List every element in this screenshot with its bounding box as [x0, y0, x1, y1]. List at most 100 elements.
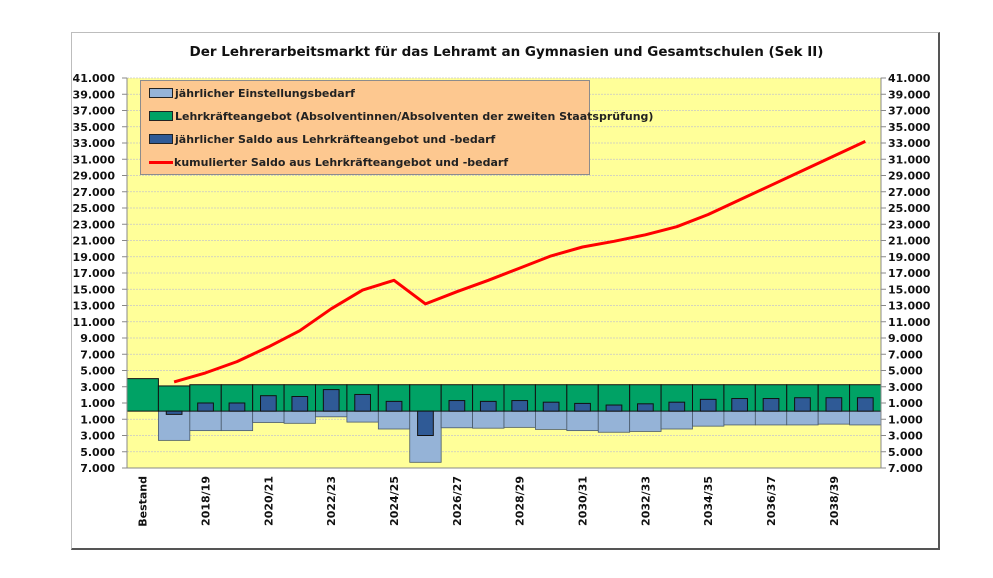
bar-saldo: [417, 410, 434, 436]
y-tick-label-left: 3.000: [80, 430, 115, 443]
bar-saldo: [354, 393, 371, 412]
legend: jährlicher Einstellungsbedarf Lehrkräfte…: [140, 80, 653, 175]
y-tick-label-right: 3.000: [888, 381, 923, 394]
bar-saldo: [479, 400, 497, 412]
bar-saldo: [637, 403, 654, 412]
x-tick-label: 2022/23: [325, 476, 338, 526]
legend-label: jährlicher Einstellungsbedarf: [175, 86, 355, 100]
x-tick-label: 2032/33: [639, 476, 652, 526]
y-tick-label-left: 11.000: [73, 316, 116, 329]
bar-einstellungsbedarf: [692, 410, 725, 427]
y-tick-label-left: 25.000: [73, 202, 116, 215]
bar-saldo: [385, 400, 403, 412]
legend-swatch-dark-blue: [149, 134, 173, 144]
y-tick-label-left: 27.000: [73, 186, 116, 199]
bar-einstellungsbedarf: [754, 410, 788, 426]
y-tick-label-right: 19.000: [888, 251, 931, 264]
x-tick-label: 2026/27: [451, 476, 464, 526]
x-tick-label: 2028/29: [514, 476, 527, 526]
y-tick-label-left: 41.000: [73, 72, 116, 85]
legend-label: kumulierter Saldo aus Lehrkräfteangebot …: [174, 155, 509, 169]
y-tick-label-left: 5.000: [80, 365, 115, 378]
y-tick-label-left: 37.000: [73, 105, 116, 118]
y-tick-label-left: 13.000: [73, 300, 116, 313]
bar-einstellungsbedarf: [220, 410, 254, 432]
x-tick-label: Bestand: [137, 476, 150, 527]
bar-einstellungsbedarf: [817, 410, 850, 425]
y-tick-label-right: 23.000: [888, 218, 931, 231]
bar-saldo: [228, 402, 246, 412]
y-tick-label-left: 5.000: [80, 446, 115, 459]
bar-einstellungsbedarf: [158, 410, 191, 441]
bar-saldo: [322, 389, 340, 412]
y-tick-label-right: 21.000: [888, 235, 931, 248]
bar-einstellungsbedarf: [440, 410, 473, 429]
y-tick-label-right: 41.000: [888, 72, 931, 85]
x-tick-label: 2030/31: [577, 476, 590, 526]
bar-einstellungsbedarf: [597, 410, 631, 433]
bar-einstellungsbedarf: [252, 410, 285, 423]
legend-label: jährlicher Saldo aus Lehrkräfteangebot u…: [175, 132, 496, 146]
bar-lehrkraefteangebot: [126, 378, 159, 412]
y-tick-label-right: 9.000: [888, 332, 923, 345]
y-tick-label-right: 13.000: [888, 300, 931, 313]
x-tick-label: 2034/35: [702, 476, 715, 526]
chart-title: Der Lehrerarbeitsmarkt für das Lehramt a…: [189, 44, 824, 60]
y-tick-label-right: 3.000: [888, 430, 923, 443]
bar-einstellungsbedarf: [189, 410, 222, 432]
y-tick-label-left: 3.000: [80, 381, 115, 394]
bar-saldo: [511, 400, 529, 412]
y-tick-label-right: 5.000: [888, 446, 923, 459]
bar-lehrkraefteangebot: [377, 384, 411, 412]
x-tick-label: 2018/19: [200, 476, 213, 526]
legend-item-saldo: jährlicher Saldo aus Lehrkräfteangebot u…: [149, 131, 495, 147]
y-tick-label-right: 35.000: [888, 121, 931, 134]
y-tick-label-right: 1.000: [888, 413, 923, 426]
bar-saldo: [825, 397, 843, 412]
y-tick-label-right: 5.000: [888, 365, 923, 378]
y-tick-label-left: 9.000: [80, 332, 115, 345]
bar-saldo: [542, 401, 560, 412]
y-tick-label-left: 35.000: [73, 121, 116, 134]
x-tick-label: 2024/25: [388, 476, 401, 526]
bar-lehrkraefteangebot: [409, 384, 442, 412]
legend-item-einstellungsbedarf: jährlicher Einstellungsbedarf: [149, 85, 355, 101]
legend-swatch-light-blue: [149, 88, 173, 98]
bar-einstellungsbedarf: [723, 410, 756, 426]
bar-einstellungsbedarf: [660, 410, 693, 430]
y-tick-label-left: 31.000: [73, 153, 116, 166]
bar-saldo: [856, 397, 874, 412]
y-tick-label-right: 25.000: [888, 202, 931, 215]
x-tick-label: 2020/21: [262, 476, 275, 526]
y-tick-label-left: 21.000: [73, 235, 116, 248]
bar-saldo: [699, 398, 717, 412]
bar-einstellungsbedarf: [503, 410, 536, 428]
bar-saldo: [794, 397, 811, 412]
y-tick-label-right: 17.000: [888, 267, 931, 280]
y-tick-label-right: 27.000: [888, 186, 931, 199]
y-tick-label-left: 23.000: [73, 218, 116, 231]
bar-einstellungsbedarf: [346, 410, 379, 423]
legend-swatch-green: [149, 111, 173, 121]
x-tick-label: 2038/39: [828, 476, 841, 526]
bar-einstellungsbedarf: [377, 410, 411, 430]
y-tick-label-left: 1.000: [80, 397, 115, 410]
y-tick-label-left: 33.000: [73, 137, 116, 150]
y-tick-label-right: 15.000: [888, 283, 931, 296]
y-tick-label-right: 39.000: [888, 88, 931, 101]
bar-saldo: [762, 398, 780, 412]
bar-saldo: [260, 395, 277, 412]
bar-saldo: [448, 400, 466, 412]
bar-saldo: [197, 402, 214, 412]
bar-einstellungsbedarf: [283, 410, 316, 424]
y-tick-label-right: 29.000: [888, 170, 931, 183]
bar-saldo: [291, 396, 309, 412]
bar-einstellungsbedarf: [315, 410, 348, 418]
bar-saldo: [574, 402, 591, 412]
bar-saldo: [165, 410, 183, 415]
y-tick-label-left: 7.000: [80, 462, 115, 475]
y-tick-label-left: 7.000: [80, 348, 115, 361]
y-tick-label-right: 33.000: [888, 137, 931, 150]
y-tick-label-right: 1.000: [888, 397, 923, 410]
y-tick-label-left: 19.000: [73, 251, 116, 264]
